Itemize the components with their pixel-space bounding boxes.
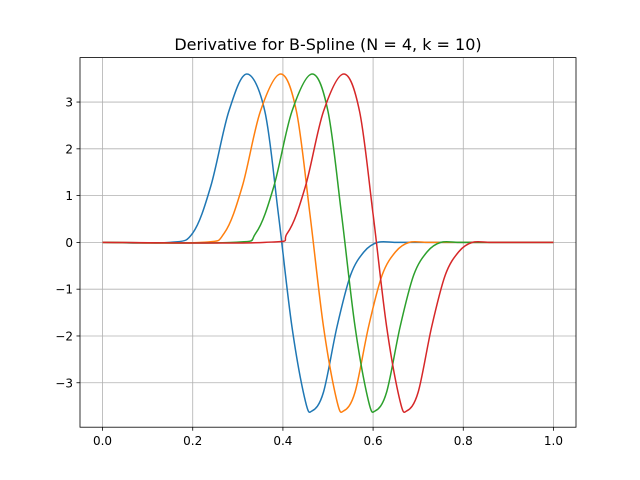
y-tick-label: −2	[55, 329, 73, 343]
y-tick-label: 0	[65, 236, 73, 250]
series-line-1	[102, 73, 554, 413]
x-tick-label: 0.4	[273, 434, 292, 448]
x-tick-label: 0.2	[183, 434, 202, 448]
x-tick-label: 0.8	[454, 434, 473, 448]
x-tick-label: 0.6	[364, 434, 383, 448]
x-tick-label: 0.0	[93, 434, 112, 448]
y-tick-label: 3	[65, 96, 73, 110]
y-tick-label: 1	[65, 189, 73, 203]
series-line-2	[102, 73, 554, 413]
y-tick-label: −3	[55, 376, 73, 390]
y-axis: −3 −2 −1 0 1 2 3	[55, 96, 80, 390]
series-line-4	[102, 73, 554, 413]
y-tick-label: 2	[65, 142, 73, 156]
chart-title: Derivative for B-Spline (N = 4, k = 10)	[174, 35, 481, 54]
x-axis: 0.0 0.2 0.4 0.6 0.8 1.0	[93, 427, 563, 448]
x-tick-label: 1.0	[544, 434, 563, 448]
series-group	[102, 73, 554, 413]
series-line-3	[102, 73, 554, 413]
y-tick-label: −1	[55, 283, 73, 297]
